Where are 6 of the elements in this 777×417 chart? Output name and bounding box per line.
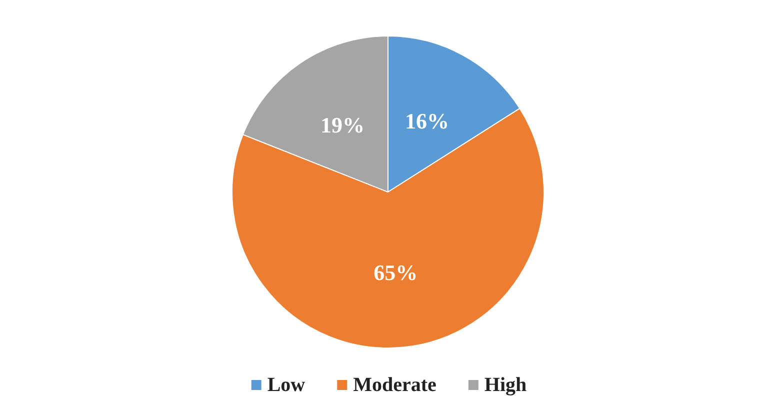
legend-label: High — [484, 374, 527, 396]
legend-label: Moderate — [353, 374, 437, 396]
legend-label: Low — [267, 374, 306, 396]
data-label: 16% — [405, 108, 450, 134]
data-label: 19% — [320, 112, 364, 138]
data-label: 65% — [374, 260, 418, 286]
